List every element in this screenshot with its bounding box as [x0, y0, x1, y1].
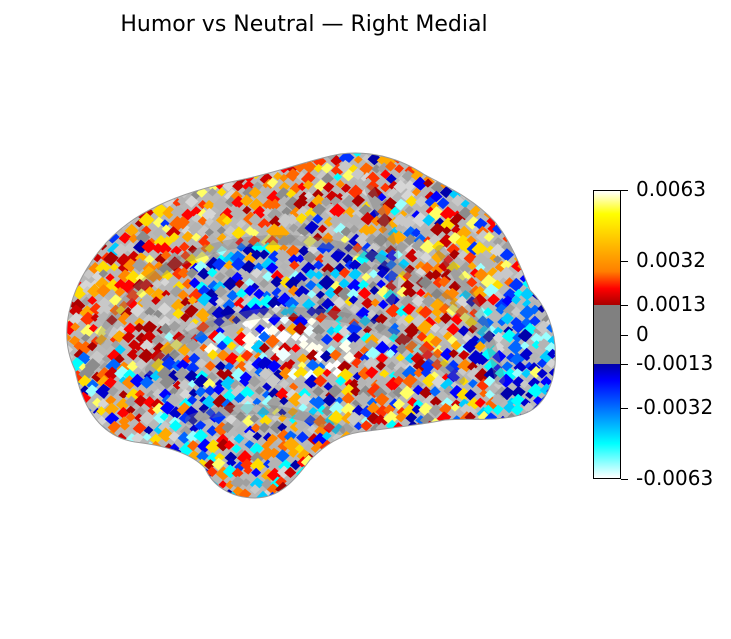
colorbar-tick-label: 0.0063: [636, 177, 706, 201]
colorbar-tick: [621, 304, 628, 306]
brain-surface-plot: [66, 152, 556, 499]
colorbar-tick-label: 0.0013: [636, 291, 706, 316]
colorbar-tick: [621, 407, 628, 409]
brain-surface-base: [66, 152, 556, 499]
gyral-shading: [95, 185, 505, 435]
colorbar-tick: [621, 261, 628, 263]
colorbar-tick: [621, 190, 628, 191]
colorbar: [593, 190, 621, 479]
colorbar-tick-label: 0: [636, 321, 649, 346]
colorbar-gradient: [594, 191, 620, 478]
colorbar-tick-label: 0.0032: [636, 248, 706, 273]
colorbar-tick: [621, 364, 628, 366]
colorbar-tick-label: -0.0032: [636, 394, 714, 419]
figure-title: Humor vs Neutral — Right Medial: [120, 12, 488, 37]
colorbar-tick-label: -0.0013: [636, 351, 714, 376]
colorbar-tick-label: -0.0063: [636, 466, 714, 490]
colorbar-tick: [621, 334, 628, 336]
colorbar-tick: [621, 479, 628, 480]
